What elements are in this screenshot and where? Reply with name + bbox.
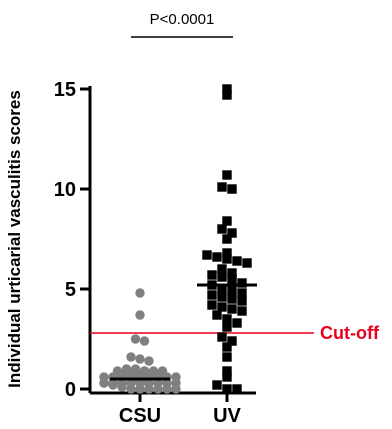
data-point-uv xyxy=(207,290,216,299)
data-point-uv xyxy=(222,352,231,361)
data-point-uv xyxy=(217,182,226,191)
data-point-uv xyxy=(222,254,231,263)
data-point-uv xyxy=(222,372,231,381)
y-tick-label: 0 xyxy=(65,379,76,401)
data-point-uv xyxy=(222,234,231,243)
data-point-uv xyxy=(222,216,231,225)
data-point-csu xyxy=(135,354,144,363)
data-point-uv xyxy=(217,302,226,311)
data-point-csu xyxy=(144,356,153,365)
data-point-uv xyxy=(222,322,231,331)
x-category-labels: CSU UV xyxy=(119,393,242,427)
data-point-uv xyxy=(237,288,246,297)
data-point-uv xyxy=(222,170,231,179)
y-tick-label: 15 xyxy=(54,79,76,101)
data-point-uv xyxy=(222,90,231,99)
y-tick-label: 5 xyxy=(65,279,76,301)
data-point-uv xyxy=(217,264,226,273)
data-point-csu xyxy=(131,366,140,375)
data-point-csu xyxy=(171,372,180,381)
data-point-uv xyxy=(207,300,216,309)
data-point-uv xyxy=(227,294,236,303)
data-point-uv xyxy=(212,252,221,261)
data-point-uv xyxy=(232,384,241,393)
data-point-uv xyxy=(212,310,221,319)
data-point-uv xyxy=(227,274,236,283)
data-point-uv xyxy=(227,184,236,193)
y-ticks: 0 5 10 15 xyxy=(54,79,90,401)
significance-bracket: P<0.0001 xyxy=(131,11,233,37)
data-point-uv xyxy=(242,258,251,267)
x-category-label: CSU xyxy=(119,405,161,427)
data-point-uv xyxy=(232,318,241,327)
data-point-csu xyxy=(158,366,167,375)
p-value-label: P<0.0001 xyxy=(150,11,215,28)
y-axis-label: Individual urticarial vasculitis scores xyxy=(5,90,24,388)
data-point-uv xyxy=(222,314,231,323)
data-point-uv xyxy=(212,380,221,389)
data-point-csu xyxy=(135,288,144,297)
data-point-uv xyxy=(237,306,246,315)
data-point-uv xyxy=(222,384,231,393)
data-point-uv xyxy=(227,286,236,295)
data-point-csu xyxy=(140,366,149,375)
data-points xyxy=(99,84,251,393)
x-category-label: UV xyxy=(213,405,241,427)
data-point-uv xyxy=(217,332,226,341)
data-point-uv xyxy=(227,304,236,313)
y-tick-label: 10 xyxy=(54,179,76,201)
data-point-uv xyxy=(217,272,226,281)
data-point-csu xyxy=(122,366,131,375)
data-point-csu xyxy=(131,334,140,343)
data-point-csu xyxy=(135,310,144,319)
data-point-csu xyxy=(113,366,122,375)
data-point-uv xyxy=(222,342,231,351)
data-point-csu xyxy=(126,352,135,361)
data-point-csu xyxy=(149,366,158,375)
data-point-uv xyxy=(232,256,241,265)
data-point-uv xyxy=(237,296,246,305)
data-point-csu xyxy=(99,372,108,381)
data-point-uv xyxy=(217,224,226,233)
data-point-uv xyxy=(217,292,226,301)
cutoff-label: Cut-off xyxy=(320,323,380,343)
data-point-uv xyxy=(207,270,216,279)
data-point-csu xyxy=(140,336,149,345)
data-point-uv xyxy=(202,250,211,259)
